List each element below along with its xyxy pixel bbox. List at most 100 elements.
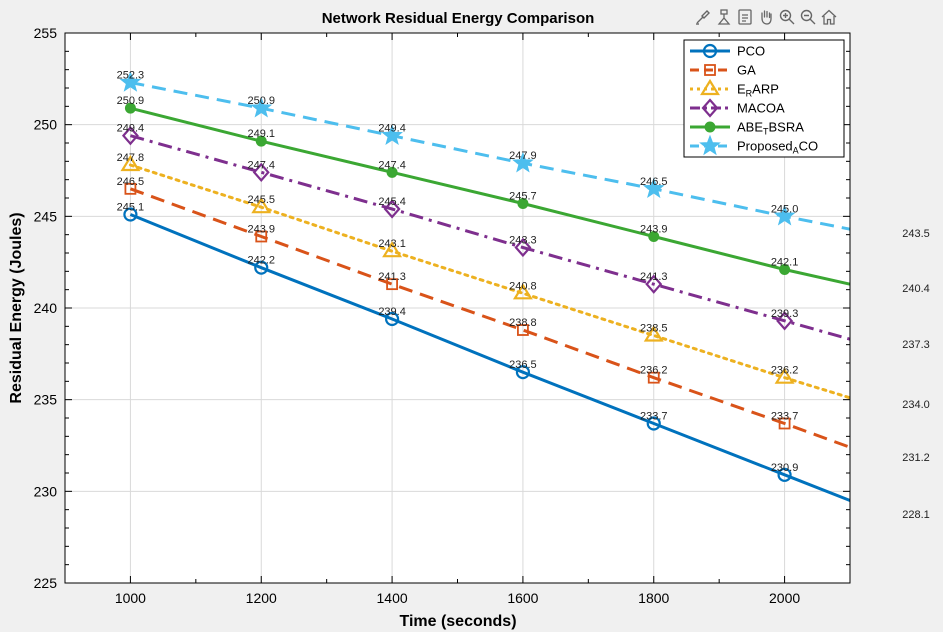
data-point — [124, 182, 137, 195]
legend-item-abetbsra[interactable]: ABETBSRA — [690, 120, 804, 137]
series-line — [128, 163, 852, 400]
brush-icon[interactable] — [694, 8, 712, 26]
legend-item-erarp[interactable]: ERARP — [690, 78, 779, 99]
data-point — [381, 124, 403, 145]
data-label: 243.9 — [640, 224, 668, 236]
data-point — [250, 96, 273, 118]
side-annotations: 243.5 240.4 237.3 234.0 231.2 228.1 — [902, 228, 930, 521]
zoom-out-icon[interactable] — [799, 8, 817, 26]
data-point — [124, 102, 136, 114]
data-point — [778, 417, 791, 430]
data-point — [515, 365, 531, 380]
data-label: 247.4 — [378, 159, 406, 171]
data-label: 240.8 — [509, 280, 537, 292]
data-point — [779, 264, 791, 275]
legend-label-base: PCO — [737, 44, 765, 59]
series-line — [129, 134, 851, 341]
data-point — [512, 283, 533, 300]
y-tick-label: 245 — [34, 208, 58, 224]
data-labels: 245.1 242.2 239.4 236.5 233.7 230.9 246.5 243.9… — [117, 70, 799, 474]
data-label: 243.9 — [247, 224, 275, 236]
data-label: 245.1 — [117, 202, 145, 214]
legend-marker — [699, 134, 721, 156]
legend-item-ga[interactable]: GA — [690, 63, 756, 78]
data-point — [517, 324, 529, 336]
data-label: 241.3 — [640, 271, 668, 283]
data-label: 238.8 — [509, 317, 537, 329]
y-tick-label: 230 — [34, 483, 58, 499]
data-point — [774, 367, 795, 384]
data-label: 242.2 — [247, 255, 275, 267]
legend-label-subscript: T — [763, 127, 769, 137]
data-label: 239.4 — [378, 306, 406, 318]
legend-label-subscript: R — [746, 89, 753, 99]
legend-label: ERARP — [737, 82, 779, 99]
data-point — [517, 198, 529, 209]
data-label: 238.5 — [640, 323, 668, 335]
x-tick-label: 2000 — [769, 590, 800, 606]
data-label: 246.5 — [640, 176, 668, 188]
legend-label-base: Proposed — [737, 139, 793, 154]
data-label: 250.9 — [117, 95, 145, 107]
y-tick-label: 235 — [34, 392, 58, 408]
legend-marker — [704, 64, 716, 76]
data-label: 249.4 — [378, 123, 406, 135]
legend-label: ABETBSRA — [737, 120, 804, 137]
data-point — [119, 71, 142, 92]
x-tick-label: 1400 — [377, 590, 408, 606]
series-abetbsra — [124, 102, 851, 286]
legend-item-macoa[interactable]: MACOA — [690, 98, 785, 118]
legend-marker — [704, 121, 716, 133]
legend-label-tail: BSRA — [769, 120, 805, 135]
data-point — [648, 231, 660, 242]
data-point — [645, 274, 663, 294]
series-line — [129, 187, 851, 449]
data-point — [252, 162, 270, 183]
legend-label-tail: CO — [799, 139, 819, 154]
data-point — [255, 135, 267, 147]
series-layer — [119, 71, 852, 502]
data-label: 249.1 — [247, 128, 275, 140]
legend-label-subscript: A — [793, 146, 799, 156]
y-tick-label: 250 — [34, 117, 58, 133]
data-point — [514, 237, 532, 258]
legend-label-base: ABE — [737, 120, 763, 135]
legend-item-pco[interactable]: PCO — [690, 44, 765, 59]
data-label: 230.9 — [771, 462, 799, 474]
y-axis-label: Residual Energy (Joules) — [8, 212, 25, 403]
data-point — [123, 207, 138, 222]
data-label: 245.7 — [509, 191, 537, 203]
data-label: 245.0 — [771, 203, 799, 215]
y-tick-label: 255 — [34, 25, 58, 41]
zoom-in-icon[interactable] — [778, 8, 796, 26]
series-line — [129, 213, 851, 502]
x-tick-label: 1000 — [115, 590, 146, 606]
data-point — [776, 311, 794, 331]
data-point — [512, 151, 534, 173]
data-point — [382, 241, 403, 258]
data-label: 236.2 — [771, 365, 799, 377]
pan-icon[interactable] — [757, 8, 775, 26]
data-label: 247.8 — [117, 152, 145, 164]
side-annotation: 240.4 — [902, 283, 930, 295]
x-axis-label: Time (seconds) — [399, 613, 516, 630]
data-point — [121, 125, 139, 146]
side-annotation: 237.3 — [902, 339, 930, 351]
data-point — [254, 260, 269, 275]
data-point — [646, 416, 661, 431]
export-icon[interactable] — [736, 8, 754, 26]
legend-label: ProposedACO — [737, 139, 818, 156]
data-point — [643, 325, 664, 342]
axes-ticks: 1000 1200 1400 1600 1800 2000 225 230 235 240 245 2… — [34, 25, 851, 606]
home-icon[interactable] — [820, 8, 838, 26]
data-point — [251, 197, 272, 214]
legend-label: PCO — [737, 44, 765, 59]
data-label: 233.7 — [640, 411, 668, 423]
legend-item-proposedaco[interactable]: ProposedACO — [690, 134, 818, 156]
legend[interactable]: PCO GA ERARP MACOA ABETBSRA ProposedACO — [683, 39, 845, 158]
legend-marker — [700, 78, 720, 96]
series-pco — [123, 207, 851, 502]
x-tick-label: 1600 — [507, 590, 538, 606]
data-tip-icon[interactable] — [715, 8, 733, 26]
